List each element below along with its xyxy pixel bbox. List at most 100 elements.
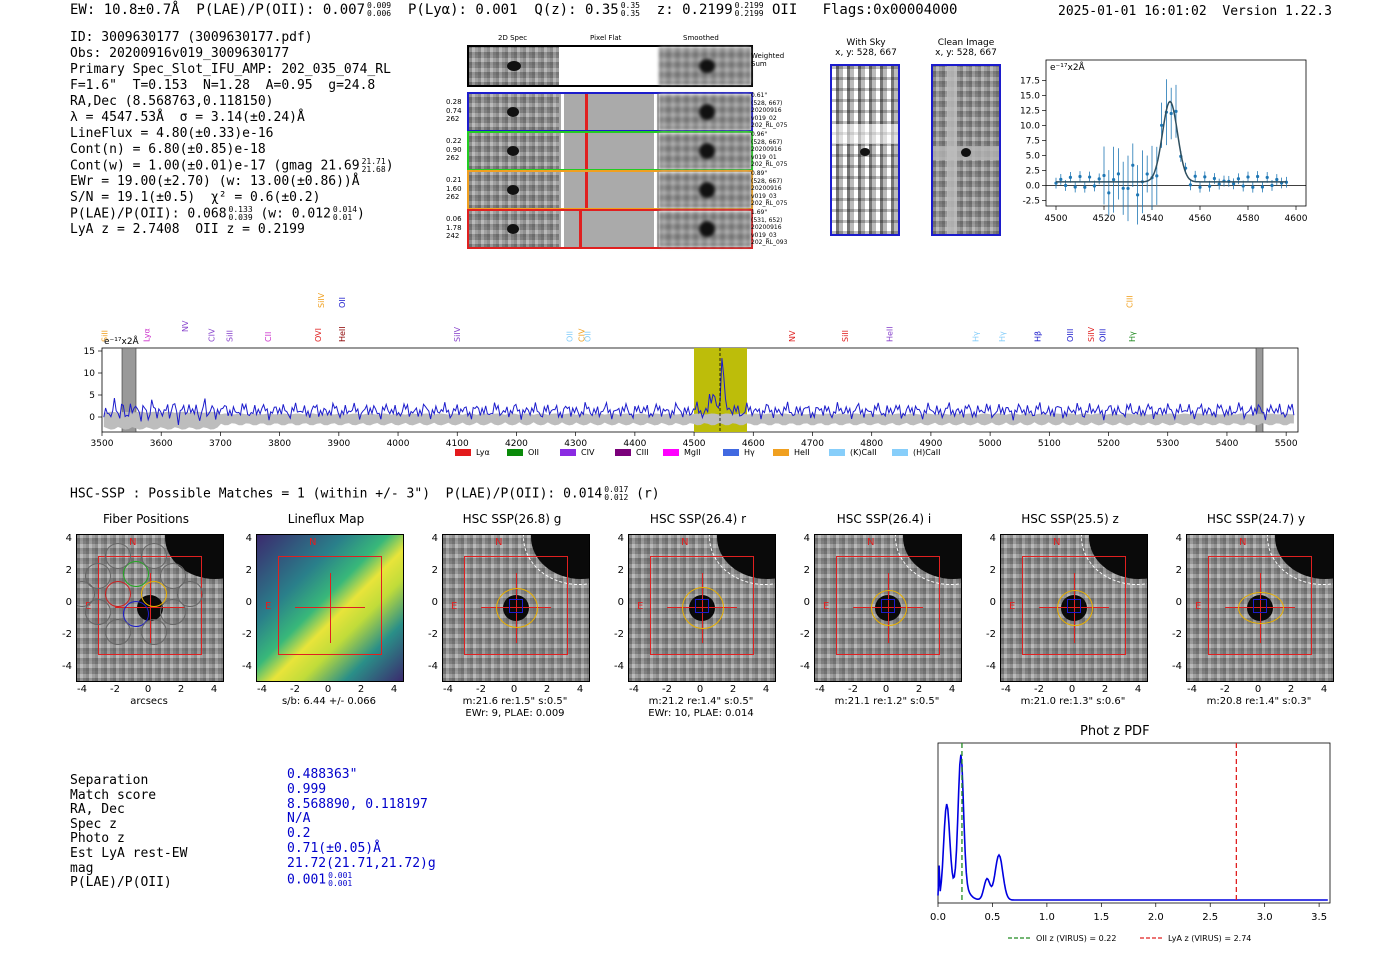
match-label: Photo z [70,831,125,847]
east-label: E [637,601,644,612]
cutout-xtick: 2 [1287,684,1295,695]
match-value: 0.71(±0.05)Å [287,840,381,856]
legend-item: (K)CaII [829,448,877,457]
cutout-ytick: 2 [989,565,996,576]
spec-xtick-label: 4600 [742,439,765,449]
spec-row-stats: 0.28 0.74 262 [446,98,462,124]
cutout-ytick: 4 [65,533,72,544]
fit-xtick-label: 4560 [1189,214,1212,224]
spec-row-meta-line: 20200916 [751,146,782,154]
spectrum-error-band [103,411,1294,430]
cutout-ytick: 4 [989,533,996,544]
fiber-circle [160,563,186,589]
cutout-ytick: -4 [62,661,72,672]
cutout-image: N E [442,534,590,682]
cutout-xtick: -2 [1220,684,1230,695]
source-ellipse [1238,592,1284,624]
cutout-xtick: 0 [882,684,890,695]
fiber-circle [85,563,111,589]
spec-ytick-label: 10 [84,369,96,379]
spec-xtick-label: 4700 [801,439,824,449]
line-label: SiIV [317,292,326,308]
cutout-caption: m:21.1 re:1.2" s:0.5" [834,696,940,707]
cutout-ytick: 2 [1175,565,1182,576]
cutout-panel: HSC SSP(26.8) g N E 4 2 0 -2 -4 -4 -2 0 2 4 m:21.6… [412,512,592,722]
source-ellipse [496,588,538,628]
frac-hi: 0.001 [328,870,353,880]
legend-swatch [723,449,739,456]
legend-item: Hγ [723,448,755,457]
flat-marker [579,211,582,247]
legend-item: OII [507,448,539,457]
flat-edge [561,133,564,169]
search-box [650,556,754,655]
line-fit-plot: 17.5 15.0 12.5 10.0 7.5 5.0 2.5 0.0 -2.5 4500 452… [1020,59,1308,225]
spec-row-meta-line: 202_RL_075 [751,200,788,208]
spec-row-stat: 0.28 [446,98,462,106]
flat-edge [561,94,564,130]
source-blob [507,146,519,156]
cutout-panel: Lineflux Map N E 4 2 0 -2 -4 -4 -2 0 2 4 s/b: 6.44 … [226,512,406,722]
cutout-ytick: -2 [986,629,996,640]
spec-row-pixelflat [559,172,659,208]
legend-label: (K)CaII [850,448,877,457]
spec-xtick-label: 4100 [446,439,469,449]
spec-xtick-label: 5100 [1038,439,1061,449]
cutout-ytick: 4 [803,533,810,544]
fit-ytick-label: 2.5 [1026,167,1040,177]
spec-row-meta-line: v019_03 [751,231,777,239]
cutout-caption-2: EWr: 10, PLAE: 0.014 [648,708,754,719]
fit-point [1068,175,1072,179]
cutout-xtick: 2 [543,684,551,695]
match-value-text: 0.001 [287,872,327,888]
match-label: RA, Dec [70,802,125,818]
pz-xtick-label: 3.5 [1311,912,1327,923]
spec-xtick-label: 4900 [919,439,942,449]
match-value: 0.999 [287,781,327,797]
legend-lya: LyA z (VIRUS) = 2.74 [1168,934,1251,943]
legend-item: Lyα [455,448,490,457]
spec-xtick-label: 5300 [1156,439,1179,449]
fit-point [1174,109,1178,113]
fit-ytick-label: -2.5 [1022,197,1040,207]
fit-ytick-label: 0.0 [1026,182,1041,192]
fit-point [1236,177,1240,181]
fit-point [1256,174,1260,179]
weighted-sum-2d [469,47,559,85]
fit-point [1265,175,1269,180]
cutout-ytick: -2 [428,629,438,640]
pz-xtick-label: 3.0 [1257,912,1273,923]
cutout-caption: m:21.6 re:1.5" s:0.5" [462,696,568,707]
cutout-image: N E [628,534,776,682]
line-label: Hγ [971,331,980,342]
fit-xtick-label: 4500 [1045,214,1068,224]
flat-edge [654,211,657,247]
fit-point [1145,172,1149,176]
cutout-xtick: 4 [210,684,218,695]
fiber-circle [123,601,149,627]
north-label: N [129,537,137,548]
cutout-ytick: -2 [62,629,72,640]
cutout-ytick: 4 [617,533,624,544]
spec-row: 0.28 0.74 262 0.61" (528, 667) 20200916 v019_… [440,92,800,132]
cutout-caption: s/b: 6.44 +/- 0.066 [281,696,377,707]
source-blob [699,59,715,73]
spec-row-2d [469,172,559,208]
legend-label: CIV [581,448,595,457]
match-value: 21.72(21.71,21.72)g [287,855,436,871]
line-label: SiII [225,330,234,342]
fit-point [1116,172,1120,176]
spec-row-stats: 0.22 0.90 262 [446,137,462,163]
spec-row-meta: 1.69" (531, 652) 20200916 v019_03 202_RL_093 [751,209,787,247]
line-label: NV [788,330,797,342]
spec-xtick-label: 3900 [327,439,350,449]
source-blob [699,143,715,159]
info-lyaz: LyA z = 2.7408 OII z = 0.2199 [70,222,305,237]
cutout-xtick: 4 [948,684,956,695]
masked-region-right [1255,347,1264,433]
fit-point [1092,184,1096,188]
spec-row-meta-line: 0.96" [751,131,768,138]
spec-row-strip [467,131,753,171]
cutout-xtick: -4 [77,684,87,695]
cutout-xtick: -2 [476,684,486,695]
